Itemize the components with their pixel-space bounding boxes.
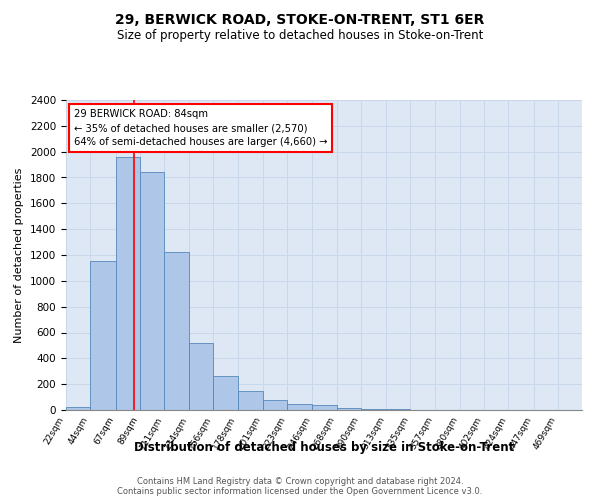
Text: Contains public sector information licensed under the Open Government Licence v3: Contains public sector information licen… (118, 486, 482, 496)
Bar (116, 157, 140, 410)
Bar (361, 408, 386, 410)
Bar (263, 400, 287, 410)
Bar (140, 172, 164, 410)
Text: 29 BERWICK ROAD: 84sqm
← 35% of detached houses are smaller (2,570)
64% of semi-: 29 BERWICK ROAD: 84sqm ← 35% of detached… (74, 110, 327, 148)
Bar (214, 376, 238, 410)
Text: Size of property relative to detached houses in Stoke-on-Trent: Size of property relative to detached ho… (117, 29, 483, 42)
Text: Contains HM Land Registry data © Crown copyright and database right 2024.: Contains HM Land Registry data © Crown c… (137, 476, 463, 486)
Bar (287, 404, 313, 410)
Bar (189, 343, 214, 410)
Bar (66, 407, 90, 410)
Bar (337, 408, 361, 410)
Text: 29, BERWICK ROAD, STOKE-ON-TRENT, ST1 6ER: 29, BERWICK ROAD, STOKE-ON-TRENT, ST1 6E… (115, 12, 485, 26)
Bar (164, 252, 189, 410)
Bar (90, 262, 116, 410)
Y-axis label: Number of detached properties: Number of detached properties (14, 168, 25, 342)
Bar (238, 390, 263, 410)
Text: Distribution of detached houses by size in Stoke-on-Trent: Distribution of detached houses by size … (134, 441, 514, 454)
Bar (313, 405, 337, 410)
